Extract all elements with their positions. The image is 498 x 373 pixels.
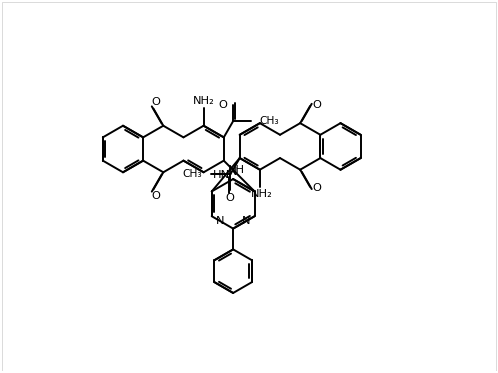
- Text: N: N: [229, 167, 238, 177]
- Text: HN: HN: [213, 170, 230, 180]
- Text: O: O: [218, 100, 227, 110]
- Text: NH₂: NH₂: [250, 189, 272, 200]
- Text: O: O: [151, 97, 160, 107]
- Text: NH₂: NH₂: [193, 97, 215, 106]
- Text: N: N: [216, 216, 225, 226]
- Text: CH₃: CH₃: [259, 116, 279, 126]
- Text: O: O: [226, 192, 235, 203]
- Text: CH₃: CH₃: [182, 169, 202, 179]
- Text: O: O: [313, 100, 322, 110]
- Text: O: O: [313, 183, 322, 193]
- Text: NH: NH: [228, 165, 246, 175]
- Text: O: O: [151, 191, 160, 201]
- Text: N: N: [242, 216, 250, 226]
